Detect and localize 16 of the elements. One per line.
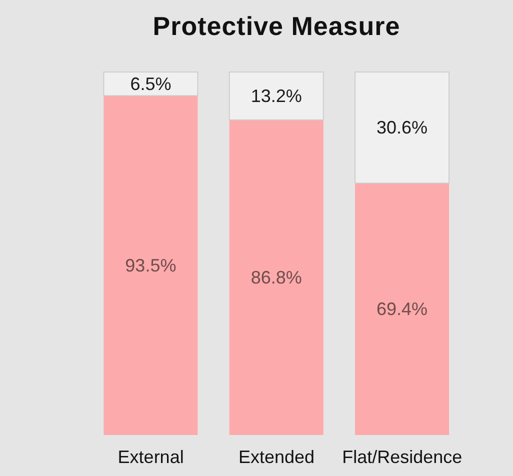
- bar: [104, 96, 198, 435]
- chart-title: Protective Measure: [152, 10, 402, 42]
- data-label: 6.5%: [130, 74, 172, 94]
- x-tick-label: Flat/Residence: [342, 446, 462, 467]
- data-label: 30.6%: [376, 118, 428, 138]
- data-label: 13.2%: [250, 86, 302, 106]
- data-label: 69.4%: [376, 299, 428, 320]
- bar: [228, 72, 324, 120]
- data-label: 93.5%: [125, 255, 176, 276]
- bar: [229, 120, 324, 435]
- data-label: 86.8%: [250, 267, 302, 288]
- bar: [355, 183, 450, 435]
- bar: [103, 72, 198, 96]
- x-tick-label: Extended: [238, 446, 315, 467]
- bar: [354, 72, 450, 184]
- x-tick-label: External: [118, 446, 184, 467]
